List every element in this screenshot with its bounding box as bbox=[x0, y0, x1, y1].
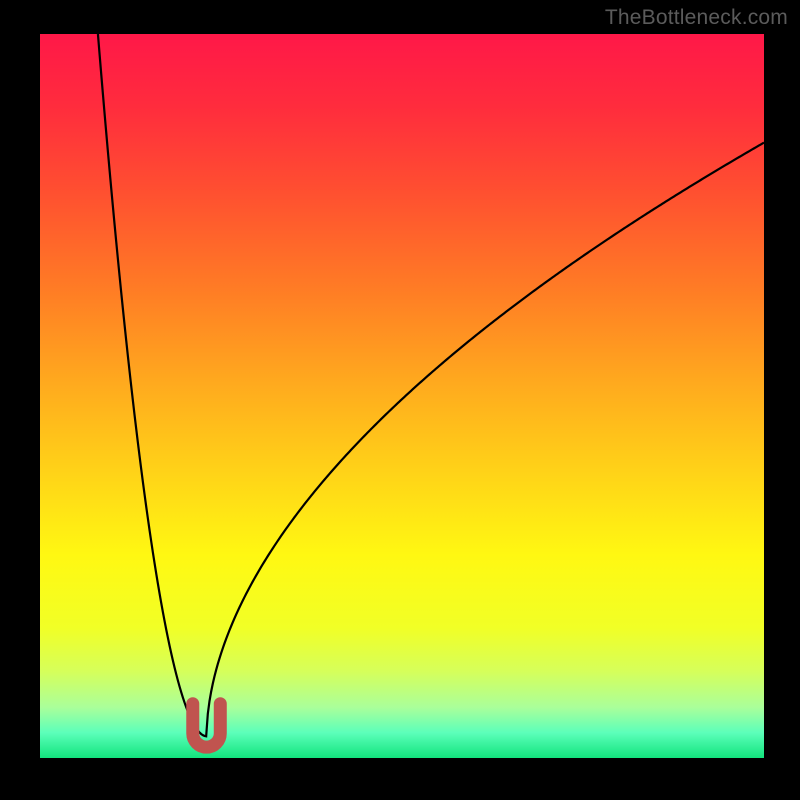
bottleneck-chart bbox=[0, 0, 800, 800]
chart-background bbox=[40, 34, 764, 758]
watermark-text: TheBottleneck.com bbox=[605, 6, 788, 30]
